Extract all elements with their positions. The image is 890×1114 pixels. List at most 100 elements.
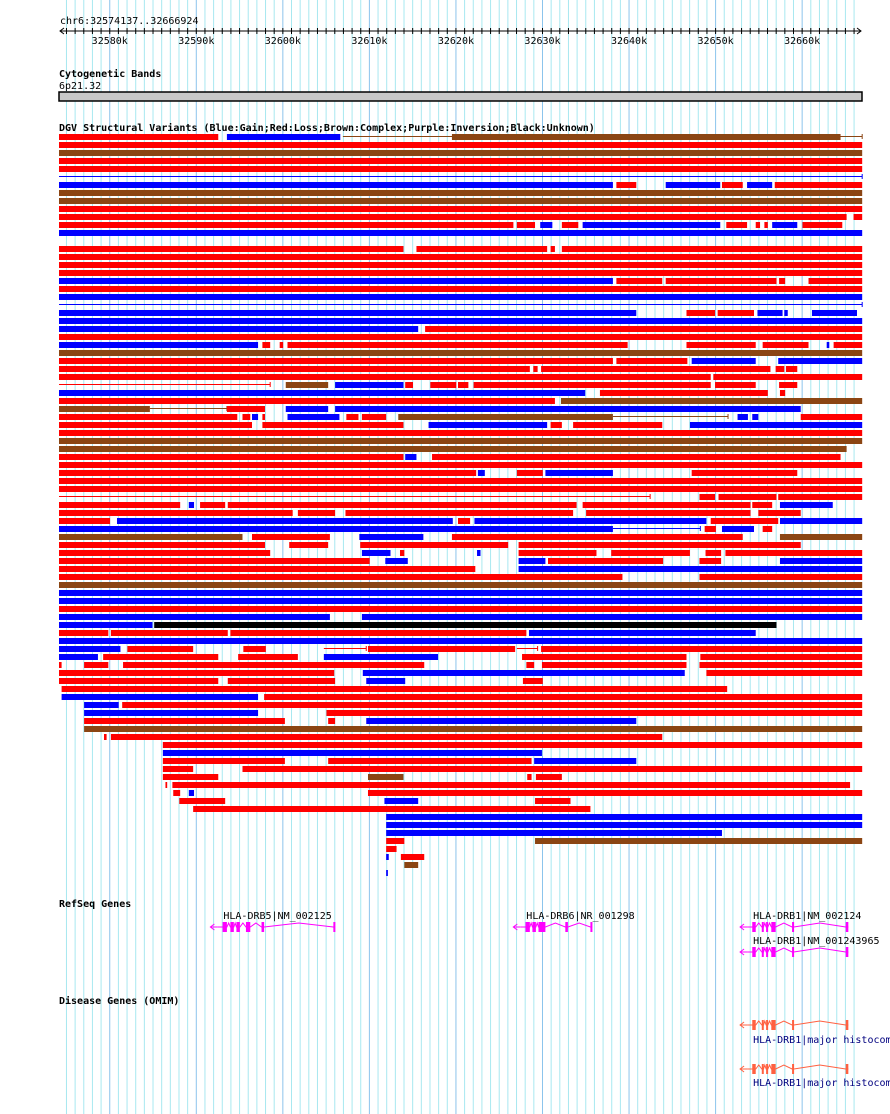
variant-gain[interactable] xyxy=(252,414,259,420)
variant-gain[interactable] xyxy=(779,502,833,508)
variant-loss[interactable] xyxy=(686,342,756,348)
variant-loss[interactable] xyxy=(665,278,777,284)
variant-gain[interactable] xyxy=(811,310,857,316)
variant-loss[interactable] xyxy=(400,550,405,556)
variant-gain[interactable] xyxy=(582,222,721,228)
variant-loss[interactable] xyxy=(59,254,863,260)
variant-loss[interactable] xyxy=(110,734,663,740)
ruler-axis[interactable]: 32580k 32590k 32600k 32610k 32620k 32630k 3264… xyxy=(59,27,862,47)
variant-loss[interactable] xyxy=(59,462,863,468)
variant-loss[interactable] xyxy=(123,662,425,668)
variant-complex[interactable] xyxy=(59,190,863,196)
variant-loss[interactable] xyxy=(802,222,843,228)
variant-loss[interactable] xyxy=(173,790,181,796)
variant-loss[interactable] xyxy=(808,278,863,284)
variant-loss[interactable] xyxy=(522,654,687,660)
variant-gain[interactable] xyxy=(386,822,863,828)
variant-loss[interactable] xyxy=(122,702,863,708)
variant-loss[interactable] xyxy=(243,646,266,652)
variant-loss[interactable] xyxy=(252,534,330,540)
variant-loss[interactable] xyxy=(59,270,863,276)
refseq-gene[interactable]: HLA-DRB5|NM_002125 xyxy=(209,911,336,932)
variant-loss[interactable] xyxy=(516,470,543,476)
variant-complex[interactable] xyxy=(59,198,863,204)
variant-loss[interactable] xyxy=(59,574,623,580)
variant-gain[interactable] xyxy=(59,342,259,348)
variant-loss[interactable] xyxy=(699,574,863,580)
variant-loss[interactable] xyxy=(326,710,863,716)
variant-loss[interactable] xyxy=(264,694,863,700)
variant-loss[interactable] xyxy=(59,398,555,404)
variant-complex[interactable] xyxy=(59,406,150,412)
variant-loss[interactable] xyxy=(59,510,293,516)
variant-loss[interactable] xyxy=(297,510,336,516)
omim-gene[interactable]: HLA-DRB1|major histocom xyxy=(739,1019,890,1046)
variant-loss[interactable] xyxy=(59,630,109,636)
variant-gain[interactable] xyxy=(287,414,340,420)
variant-loss[interactable] xyxy=(289,542,329,548)
variant-complex[interactable] xyxy=(367,774,404,780)
variant-loss[interactable] xyxy=(162,742,863,748)
variant-loss[interactable] xyxy=(533,366,538,372)
variant-loss[interactable] xyxy=(59,422,253,428)
variant-loss[interactable] xyxy=(473,382,711,388)
variant-gain[interactable] xyxy=(779,518,863,524)
variant-loss[interactable] xyxy=(457,382,469,388)
variant-gain[interactable] xyxy=(366,718,637,724)
variant-loss[interactable] xyxy=(700,654,863,660)
variant-loss[interactable] xyxy=(162,758,285,764)
variant-loss[interactable] xyxy=(699,558,722,564)
variant-gain[interactable] xyxy=(335,382,404,388)
variant-loss[interactable] xyxy=(550,422,562,428)
variant-loss[interactable] xyxy=(262,414,265,420)
variant-loss[interactable] xyxy=(721,182,743,188)
variant-gain[interactable] xyxy=(826,342,830,348)
variant-loss[interactable] xyxy=(715,382,756,388)
variant-loss[interactable] xyxy=(227,678,336,684)
variant-loss[interactable] xyxy=(516,222,536,228)
variant-complex[interactable] xyxy=(451,134,841,140)
variant-loss[interactable] xyxy=(226,406,265,412)
variant-loss[interactable] xyxy=(230,630,527,636)
variant-loss[interactable] xyxy=(718,494,777,500)
variant-loss[interactable] xyxy=(59,262,863,268)
variant-loss[interactable] xyxy=(328,718,336,724)
variant-gain[interactable] xyxy=(162,750,542,756)
variant-gain[interactable] xyxy=(757,310,783,316)
variant-unknown[interactable] xyxy=(154,622,777,628)
variant-loss[interactable] xyxy=(262,342,271,348)
variant-loss[interactable] xyxy=(762,526,773,532)
variant-loss[interactable] xyxy=(386,846,397,852)
refseq-gene[interactable]: HLA-DRB1|NM_002124 xyxy=(739,911,861,932)
variant-loss[interactable] xyxy=(279,342,284,348)
variant-loss[interactable] xyxy=(405,382,413,388)
variant-loss[interactable] xyxy=(59,166,863,172)
variant-loss[interactable] xyxy=(59,214,847,220)
variant-gain[interactable] xyxy=(323,654,439,660)
variant-gain[interactable] xyxy=(540,222,553,228)
variant-complex[interactable] xyxy=(59,350,863,356)
variant-gain[interactable] xyxy=(386,870,388,876)
variant-loss[interactable] xyxy=(262,422,404,428)
variant-gain[interactable] xyxy=(59,318,863,324)
variant-complex[interactable] xyxy=(285,382,329,388)
variant-loss[interactable] xyxy=(779,390,786,396)
variant-gain[interactable] xyxy=(405,454,417,460)
variant-loss[interactable] xyxy=(582,502,751,508)
variant-loss[interactable] xyxy=(59,414,238,420)
variant-loss[interactable] xyxy=(541,662,687,668)
variant-gain[interactable] xyxy=(366,678,406,684)
variant-loss[interactable] xyxy=(527,774,532,780)
variant-loss[interactable] xyxy=(430,382,457,388)
refseq-gene[interactable]: HLA-DRB1|NM_001243965 xyxy=(739,936,880,957)
variant-loss[interactable] xyxy=(573,422,663,428)
variant-complex[interactable] xyxy=(59,534,243,540)
variant-gain[interactable] xyxy=(84,702,119,708)
variant-gain[interactable] xyxy=(665,182,721,188)
variant-loss[interactable] xyxy=(59,478,863,484)
variant-gain[interactable] xyxy=(84,710,259,716)
variant-loss[interactable] xyxy=(59,430,863,436)
variant-loss[interactable] xyxy=(346,414,359,420)
variant-gain[interactable] xyxy=(778,358,863,364)
variant-loss[interactable] xyxy=(162,774,219,780)
